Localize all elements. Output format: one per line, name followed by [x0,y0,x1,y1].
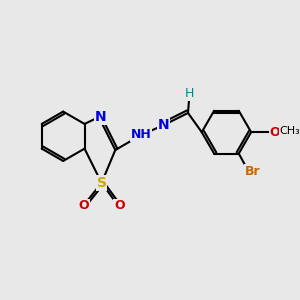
Text: O: O [78,199,89,212]
Text: Br: Br [245,165,260,178]
Text: H: H [185,87,194,100]
Text: NH: NH [131,128,152,141]
Text: N: N [94,110,106,124]
Text: S: S [97,176,106,190]
Text: CH₃: CH₃ [279,126,300,136]
Text: O: O [114,199,125,212]
Text: O: O [269,126,280,139]
Text: N: N [158,118,169,132]
